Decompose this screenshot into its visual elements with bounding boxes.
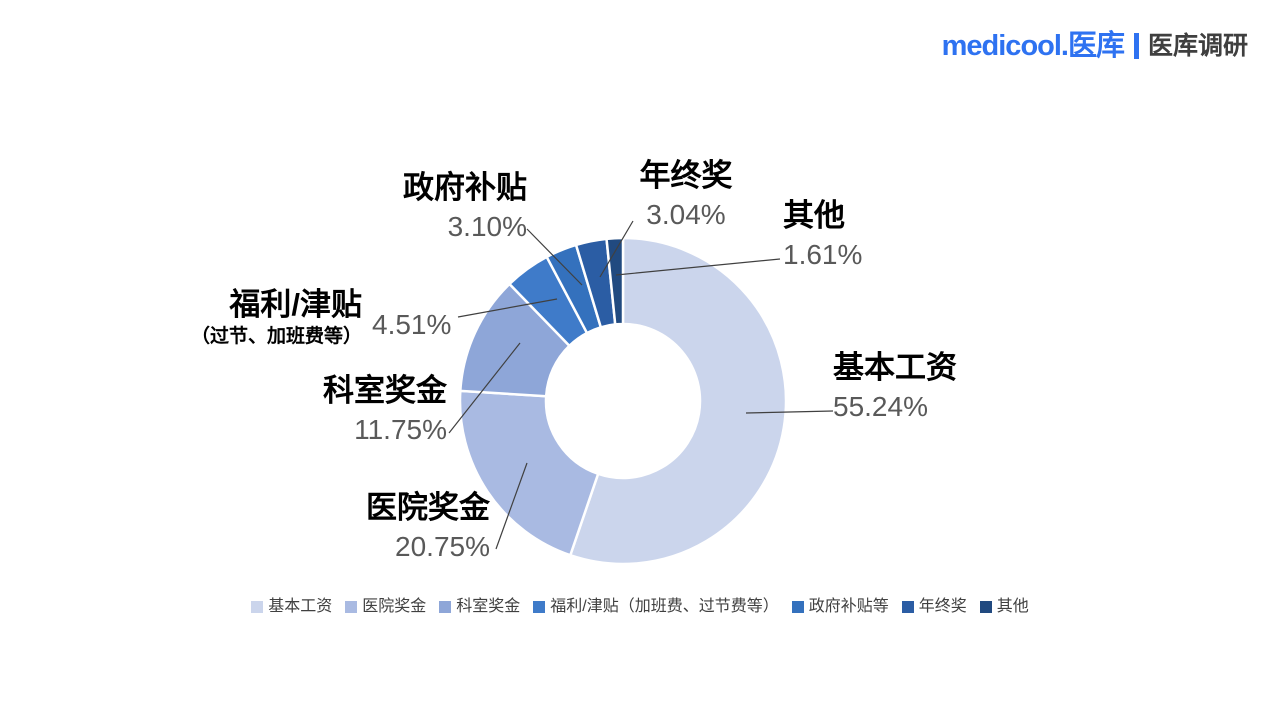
callout-value: 11.75%: [354, 414, 447, 445]
callout-value: 4.51%: [372, 309, 452, 340]
legend-swatch-icon: [901, 601, 914, 613]
callout-slice-1: 医院奖金 20.75%: [325, 488, 490, 562]
callout-value: 55.24%: [833, 391, 928, 422]
callout-label: 政府补贴: [403, 170, 527, 205]
legend-label: 基本工资: [268, 598, 333, 615]
callout-label: 医院奖金: [366, 490, 490, 525]
legend-label: 科室奖金: [456, 598, 521, 615]
legend-label: 年终奖: [918, 598, 967, 615]
medicool-logo-text: medicool.医库: [941, 30, 1125, 62]
callout-value: 1.61%: [783, 239, 863, 270]
legend-swatch-icon: [345, 601, 358, 613]
brand-logo: medicool.医库 医库调研: [942, 30, 1248, 62]
brand-tagline: 医库调研: [1147, 32, 1248, 60]
brand-divider-bar: [1133, 33, 1139, 59]
callout-slice-2: 科室奖金 11.75%: [297, 371, 447, 445]
callout-value: 3.04%: [646, 199, 726, 230]
leader-line-4: [526, 228, 583, 286]
legend-label: 政府补贴等: [808, 598, 889, 615]
legend-swatch-icon: [251, 601, 264, 613]
pie-slice-1: [458, 389, 600, 557]
leader-line-6: [615, 258, 781, 276]
callout-slice-3: 福利/津贴 （过节、加班费等）: [167, 285, 362, 349]
callout-label: 基本工资: [833, 350, 957, 385]
legend-label: 其他: [996, 598, 1029, 615]
leader-line-0: [745, 410, 834, 414]
legend-label: 医院奖金: [362, 598, 427, 615]
chart-legend: 基本工资 医院奖金 科室奖金 福利/津贴（加班费、过节费等） 政府补贴等 年终奖 其他: [0, 597, 1280, 617]
callout-value: 3.10%: [447, 211, 527, 242]
legend-swatch-icon: [979, 601, 992, 613]
callout-value: 20.75%: [395, 531, 490, 562]
legend-item-6: 其他: [979, 597, 1029, 617]
callout-slice-3-value: 4.51%: [372, 306, 451, 340]
callout-slice-0: 基本工资 55.24%: [833, 348, 1023, 422]
callout-slice-4: 政府补贴 3.10%: [347, 168, 527, 242]
legend-item-5: 年终奖: [901, 597, 967, 617]
legend-item-4: 政府补贴等: [791, 597, 889, 617]
legend-item-2: 科室奖金: [439, 597, 520, 617]
leader-line-5: [599, 220, 634, 278]
legend-swatch-icon: [439, 601, 452, 613]
leader-line-2: [448, 342, 521, 434]
callout-label: 福利/津贴: [229, 287, 362, 322]
callout-sublabel: （过节、加班费等）: [190, 326, 362, 347]
legend-swatch-icon: [533, 601, 546, 613]
legend-item-1: 医院奖金: [345, 597, 426, 617]
legend-label: 福利/津贴（加班费、过节费等）: [550, 598, 779, 615]
callout-slice-5: 年终奖 3.04%: [611, 156, 761, 230]
callout-label: 科室奖金: [323, 373, 447, 408]
callout-slice-6: 其他 1.61%: [783, 196, 903, 270]
callout-label: 年终奖: [639, 158, 733, 193]
legend-item-3: 福利/津贴（加班费、过节费等）: [533, 597, 779, 617]
callout-label: 其他: [783, 198, 845, 233]
legend-item-0: 基本工资: [251, 597, 332, 617]
leader-line-1: [495, 462, 528, 550]
leader-line-3: [457, 298, 558, 318]
legend-swatch-icon: [791, 601, 804, 613]
